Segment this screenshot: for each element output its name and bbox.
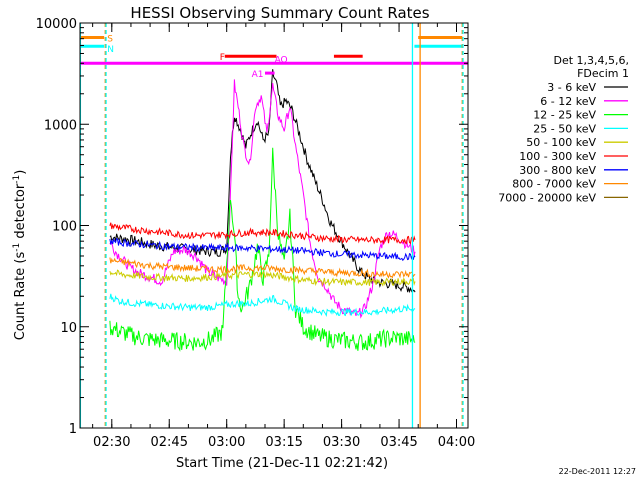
series-line-3 xyxy=(109,293,416,317)
date-stamp: 22-Dec-2011 12:27 xyxy=(559,467,636,476)
series-line-6 xyxy=(109,237,416,262)
x-tick-label: 03:15 xyxy=(265,435,302,450)
x-tick-label: 02:30 xyxy=(93,435,130,450)
flag-label-a1: A1 xyxy=(252,70,264,80)
series-line-2 xyxy=(109,147,416,352)
series-line-4 xyxy=(109,269,416,287)
flag-label-f: F xyxy=(220,53,225,63)
series-line-1 xyxy=(109,79,416,319)
legend-label: 3 - 6 keV xyxy=(547,81,596,94)
legend-title-2: FDecim 1 xyxy=(577,67,629,80)
y-tick-label: 10000 xyxy=(36,17,77,32)
y-tick-label: 1 xyxy=(69,422,77,437)
chart-title: HESSI Observing Summary Count Rates xyxy=(130,4,429,22)
plot-frame xyxy=(79,22,469,429)
flag-label-n: N xyxy=(107,45,114,55)
y-tick-label: 10 xyxy=(60,321,77,336)
legend-label: 7000 - 20000 keV xyxy=(498,191,596,204)
legend-label: 300 - 800 keV xyxy=(519,164,596,177)
legend-label: 6 - 12 keV xyxy=(540,95,596,108)
series-line-7 xyxy=(109,257,416,279)
plot-area: SN F AO A1 1 10 100 1000 10000 02:30 02:45 03:00 03:… xyxy=(36,17,476,450)
y-axis-label: Count Rate (s-1 detector-1) xyxy=(12,170,28,341)
legend-label: 25 - 50 keV xyxy=(533,122,596,135)
y-tick-label: 1000 xyxy=(44,118,77,133)
legend-title-1: Det 1,3,4,5,6, xyxy=(553,54,629,67)
legend-label: 12 - 25 keV xyxy=(533,109,596,122)
x-tick-label: 03:45 xyxy=(380,435,417,450)
legend-label: 100 - 300 keV xyxy=(519,150,596,163)
x-tick-label: 04:00 xyxy=(438,435,475,450)
x-tick-label: 03:00 xyxy=(208,435,245,450)
x-tick-label: 03:30 xyxy=(323,435,360,450)
x-tick-label: 02:45 xyxy=(151,435,188,450)
x-axis-label: Start Time (21-Dec-11 02:21:42) xyxy=(176,456,388,471)
flag-label-ao: AO xyxy=(275,55,288,65)
legend-label: 50 - 100 keV xyxy=(526,136,596,149)
series-line-5 xyxy=(109,222,416,246)
flag-label-s: S xyxy=(107,34,113,44)
legend-label: 800 - 7000 keV xyxy=(512,178,596,191)
y-tick-label: 100 xyxy=(52,220,77,235)
